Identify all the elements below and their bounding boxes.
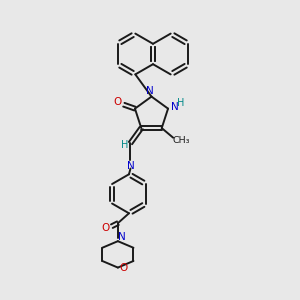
Text: CH₃: CH₃: [173, 136, 190, 145]
Text: H: H: [177, 98, 184, 108]
Text: N: N: [171, 102, 178, 112]
Text: N: N: [127, 160, 134, 171]
Text: H: H: [121, 140, 128, 150]
Text: O: O: [102, 223, 110, 233]
Text: O: O: [114, 97, 122, 107]
Text: O: O: [120, 262, 128, 273]
Text: N: N: [118, 232, 125, 242]
Text: N: N: [146, 86, 154, 97]
